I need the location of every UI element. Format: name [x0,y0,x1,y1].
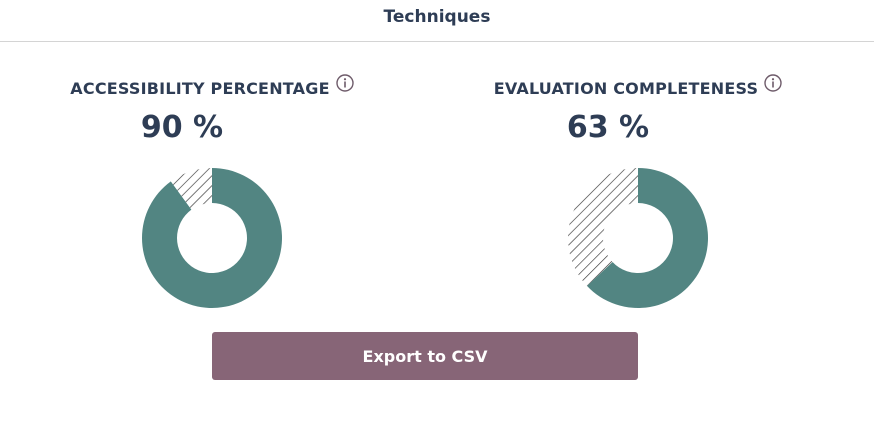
info-icon[interactable] [336,74,354,92]
donut-remaining-segment [568,168,638,286]
completeness-donut-chart [568,168,708,308]
percentage-value: 90 % [140,110,224,145]
donut-filled-segment [141,168,282,308]
accessibility-donut-chart [141,168,282,308]
info-icon[interactable] [764,74,782,92]
panel-title: EVALUATION COMPLETENESS [493,79,759,98]
completeness-value: 63 % [566,110,650,145]
accessibility-percentage-panel: ACCESSIBILITY PERCENTAGE 90 % [32,72,392,312]
donut-filled-segment [586,168,708,308]
evaluation-completeness-panel: EVALUATION COMPLETENESS 63 % [458,72,818,312]
panel-title: ACCESSIBILITY PERCENTAGE [70,79,330,98]
export-csv-button[interactable]: Export to CSV [212,332,638,380]
panel-heading: ACCESSIBILITY PERCENTAGE [32,72,392,104]
page-title: Techniques [383,7,491,27]
header: Techniques [0,0,874,42]
donut-remaining-segment [170,168,212,210]
panel-heading: EVALUATION COMPLETENESS [458,72,818,104]
